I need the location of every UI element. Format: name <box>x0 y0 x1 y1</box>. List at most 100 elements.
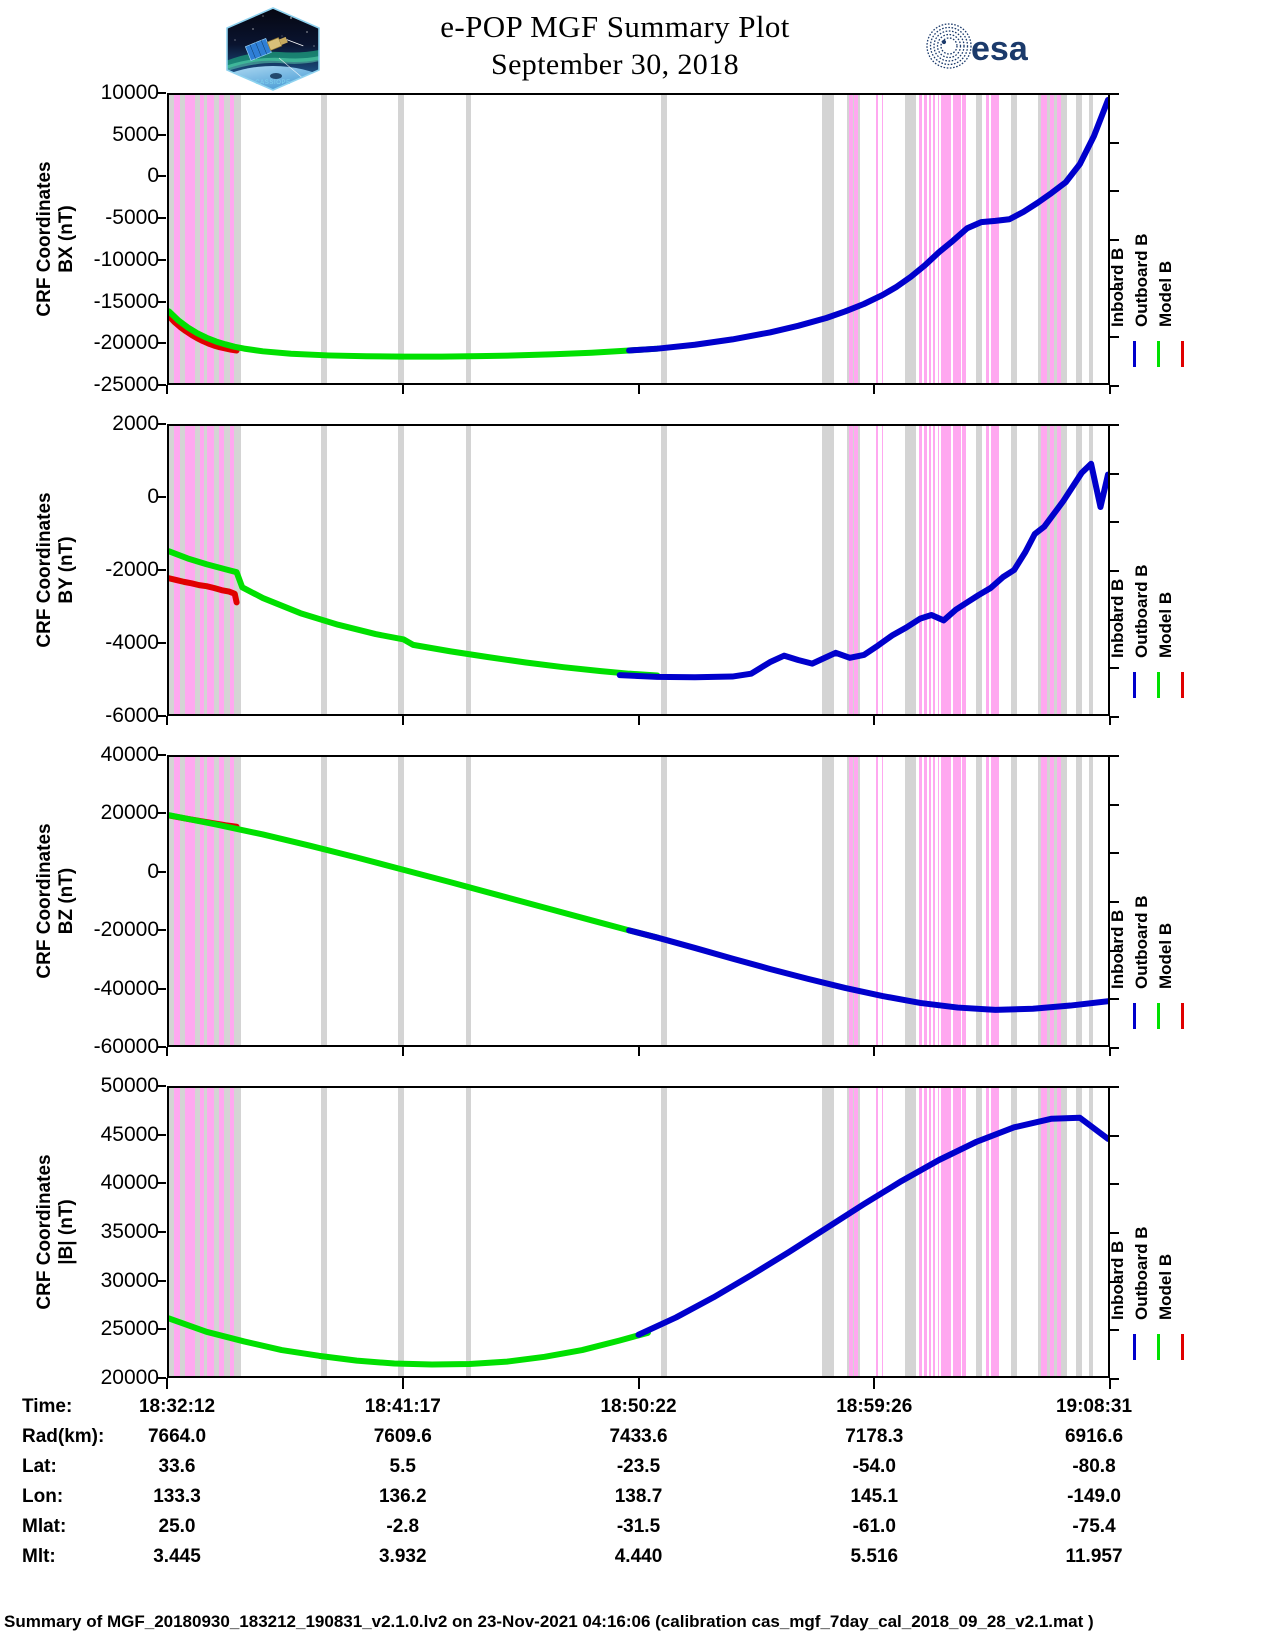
band-gray <box>1089 757 1093 1045</box>
band-magenta <box>207 757 214 1045</box>
band-magenta <box>229 1088 235 1376</box>
table-cell: 7433.6 <box>609 1426 668 1447</box>
legend-swatch <box>1181 1003 1184 1029</box>
band-magenta <box>854 1088 859 1376</box>
band-magenta <box>229 95 235 383</box>
y-tick-mark <box>157 258 166 261</box>
y-axis-ticks-bx: 10000 5000 0 -5000 -10000 -15000 -20000 -25000 <box>9 81 159 396</box>
band-magenta <box>185 757 195 1045</box>
band-magenta <box>1041 95 1047 383</box>
band-magenta <box>876 757 878 1045</box>
y-axis-title-line1: CRF Coordinates <box>34 492 55 648</box>
band-gray <box>1010 95 1017 383</box>
band-gray <box>398 426 404 714</box>
y-axis-title-line1: CRF Coordinates <box>34 823 55 979</box>
table-cell: -80.8 <box>1072 1456 1116 1477</box>
legend-bx: Inboard B Outboard B Model B <box>1108 93 1248 385</box>
band-gray <box>1010 1088 1017 1376</box>
table-row-label: Mlat: <box>22 1516 67 1537</box>
legend-by: Inboard B Outboard B Model B <box>1108 424 1248 716</box>
table-cell: 7178.3 <box>845 1426 904 1447</box>
band-magenta <box>953 757 961 1045</box>
band-magenta <box>174 1088 180 1376</box>
right-axis-tick <box>1110 618 1119 621</box>
legend-swatch <box>1181 341 1184 367</box>
x-axis-tick-minor <box>873 1047 876 1056</box>
y-axis-ticks-bz: 40000 20000 0 -20000 -40000 -60000 <box>9 743 159 1058</box>
series-line-model-b <box>169 316 237 350</box>
y-axis-title-line2: |B| (nT) <box>56 1199 77 1265</box>
band-gray <box>321 426 327 714</box>
y-tick-mark <box>157 1328 166 1331</box>
right-axis-tick <box>1110 141 1119 144</box>
x-axis-tick-minor <box>166 1047 168 1056</box>
y-tick-label: 35000 <box>100 1220 159 1243</box>
y-axis-ticks-by: 2000 0 -2000 -4000 -6000 <box>9 412 159 727</box>
band-magenta <box>199 95 205 383</box>
y-tick-label: 10000 <box>100 81 159 104</box>
legend-label: Outboard B <box>1132 233 1151 328</box>
band-gray <box>905 1088 917 1376</box>
legend-label: Outboard B <box>1132 895 1151 990</box>
y-tick-label: 0 <box>147 485 159 508</box>
y-tick-mark <box>157 642 166 644</box>
table-cell: 25.0 <box>158 1516 196 1537</box>
series-line-outboard-b <box>169 815 657 937</box>
right-axis-tick <box>1110 949 1119 952</box>
ephemeris-table: Time: 18:32:12 18:41:17 18:50:22 18:59:26 19:… <box>0 1396 1275 1576</box>
y-tick-label: -2000 <box>105 558 159 581</box>
band-magenta <box>941 1088 952 1376</box>
band-magenta <box>218 757 224 1045</box>
series-layer <box>169 757 1108 1045</box>
right-axis-tick <box>1110 1134 1119 1137</box>
band-magenta <box>985 1088 989 1376</box>
band-magenta <box>962 1088 967 1376</box>
band-gray <box>1089 95 1093 383</box>
y-tick-label: 40000 <box>100 1171 159 1195</box>
band-magenta <box>199 426 205 714</box>
table-cell: 133.3 <box>153 1486 201 1507</box>
x-axis-tick-minor <box>401 1378 404 1387</box>
y-tick-mark <box>157 569 166 571</box>
table-cell: -61.0 <box>852 1516 896 1537</box>
band-magenta <box>881 1088 884 1376</box>
band-magenta <box>854 757 859 1045</box>
band-magenta <box>919 426 923 714</box>
right-axis-tick <box>1110 93 1119 95</box>
band-gray <box>1076 426 1082 714</box>
legend-swatch <box>1181 672 1184 698</box>
esa-logo: esa <box>925 22 1045 70</box>
band-gray <box>321 1088 327 1376</box>
band-magenta <box>924 1088 928 1376</box>
band-magenta <box>991 426 1000 714</box>
table-row: Mlt: 3.445 3.932 4.440 5.516 11.957 <box>0 1546 1275 1576</box>
y-tick-mark <box>157 496 166 498</box>
x-axis-tick-minor <box>637 716 640 725</box>
right-axis-tick <box>1110 1086 1119 1088</box>
y-axis-title-wrap: CRF Coordinates BX (nT) <box>30 93 82 385</box>
y-tick-mark <box>157 384 166 386</box>
band-magenta <box>199 1088 205 1376</box>
legend-swatch <box>1157 672 1160 698</box>
title-block: e-POP MGF Summary Plot September 30, 201… <box>330 8 900 83</box>
band-magenta <box>881 757 884 1045</box>
y-tick-label: -10000 <box>93 247 159 271</box>
x-axis-tick-minor <box>637 1378 640 1387</box>
x-axis-tick-minor <box>401 385 404 394</box>
band-gray <box>465 95 472 383</box>
band-magenta <box>1056 426 1062 714</box>
y-tick-mark <box>157 1377 166 1379</box>
band-magenta <box>937 95 939 383</box>
band-gray <box>321 757 327 1045</box>
table-cell: 4.440 <box>614 1546 663 1567</box>
band-magenta <box>1056 1088 1062 1376</box>
right-axis-tick <box>1110 336 1119 339</box>
table-cell: 18:59:26 <box>836 1396 913 1417</box>
band-magenta <box>933 757 936 1045</box>
table-cell: -54.0 <box>852 1456 896 1477</box>
table-row-label: Lat: <box>22 1456 57 1477</box>
legend-bz: Inboard B Outboard B Model B <box>1108 755 1248 1047</box>
table-cell: 3.445 <box>153 1546 201 1567</box>
band-magenta <box>848 95 853 383</box>
right-axis-tick <box>1110 570 1119 572</box>
